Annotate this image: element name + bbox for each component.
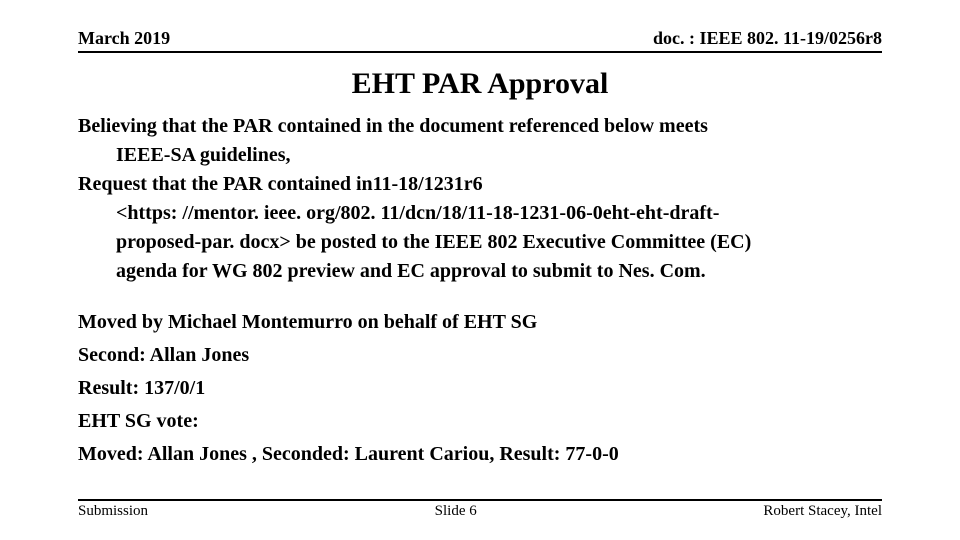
para-request-l1: Request that the PAR contained in11-18/1… (78, 171, 882, 198)
para-request-l4: agenda for WG 802 preview and EC approva… (78, 258, 882, 285)
moved-by: Moved by Michael Montemurro on behalf of… (78, 309, 882, 336)
footer-center: Slide 6 (148, 503, 763, 520)
header-date: March 2019 (78, 28, 170, 49)
header-docref: doc. : IEEE 802. 11-19/0256r8 (653, 28, 882, 49)
spacer (78, 287, 882, 309)
body-content: Believing that the PAR contained in the … (38, 113, 922, 499)
footer-left: Submission (78, 503, 148, 520)
para-believing-l2: IEEE-SA guidelines, (78, 142, 882, 169)
result: Result: 137/0/1 (78, 375, 882, 402)
header-row: March 2019 doc. : IEEE 802. 11-19/0256r8 (78, 28, 882, 53)
page-title: EHT PAR Approval (38, 67, 922, 101)
para-believing-l1: Believing that the PAR contained in the … (78, 113, 882, 140)
footer-right: Robert Stacey, Intel (763, 503, 882, 520)
slide-page: March 2019 doc. : IEEE 802. 11-19/0256r8… (0, 0, 960, 540)
sg-vote-label: EHT SG vote: (78, 408, 882, 435)
second-by: Second: Allan Jones (78, 342, 882, 369)
sg-vote-line: Moved: Allan Jones , Seconded: Laurent C… (78, 441, 882, 468)
footer-row: Submission Slide 6 Robert Stacey, Intel (78, 499, 882, 520)
para-request-l2: <https: //mentor. ieee. org/802. 11/dcn/… (78, 200, 882, 227)
para-request-l3: proposed-par. docx> be posted to the IEE… (78, 229, 882, 256)
